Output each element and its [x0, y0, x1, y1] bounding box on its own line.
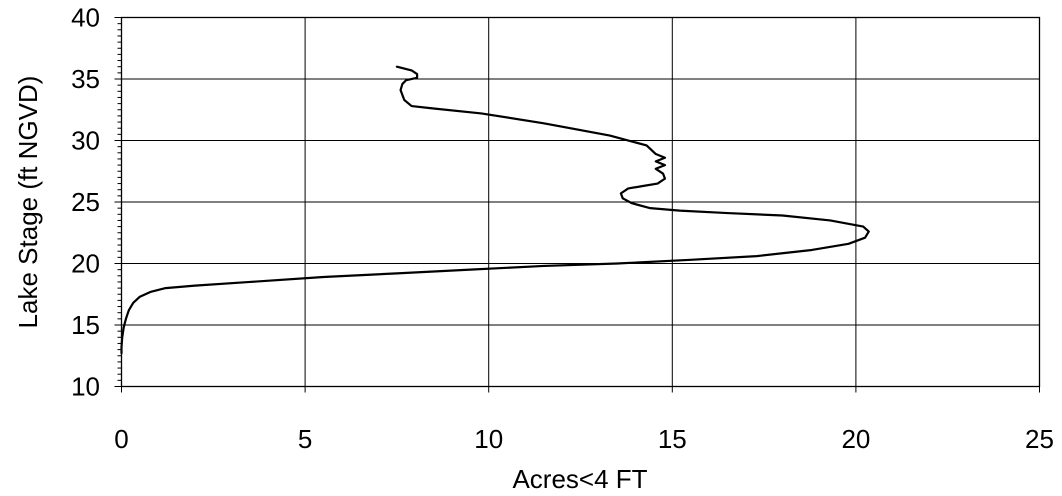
x-axis-title: Acres<4 FT: [512, 464, 647, 494]
x-tick-label: 5: [298, 424, 312, 454]
x-tick-label: 15: [658, 424, 687, 454]
x-tick-label: 0: [114, 424, 128, 454]
y-tick-label: 30: [71, 126, 100, 156]
x-tick-label: 20: [841, 424, 870, 454]
series-line: [120, 65, 870, 355]
y-tick-label: 40: [71, 3, 100, 33]
y-tick-label: 15: [71, 310, 100, 340]
x-tick-labels: 0 5 10 15 20 25: [114, 424, 1054, 454]
y-axis-title: Lake Stage (ft NGVD): [13, 76, 43, 329]
y-tick-label: 25: [71, 187, 100, 217]
y-minor-ticks: [117, 23, 122, 381]
y-tick-labels: 10 15 20 25 30 35 40: [71, 3, 100, 402]
y-tick-label: 35: [71, 64, 100, 94]
x-tick-label: 10: [474, 424, 503, 454]
plot-area: [120, 16, 1041, 388]
grid-lines: [114, 17, 1040, 393]
y-tick-label: 20: [71, 249, 100, 279]
x-tick-label: 25: [1025, 424, 1054, 454]
y-tick-label: 10: [71, 372, 100, 402]
